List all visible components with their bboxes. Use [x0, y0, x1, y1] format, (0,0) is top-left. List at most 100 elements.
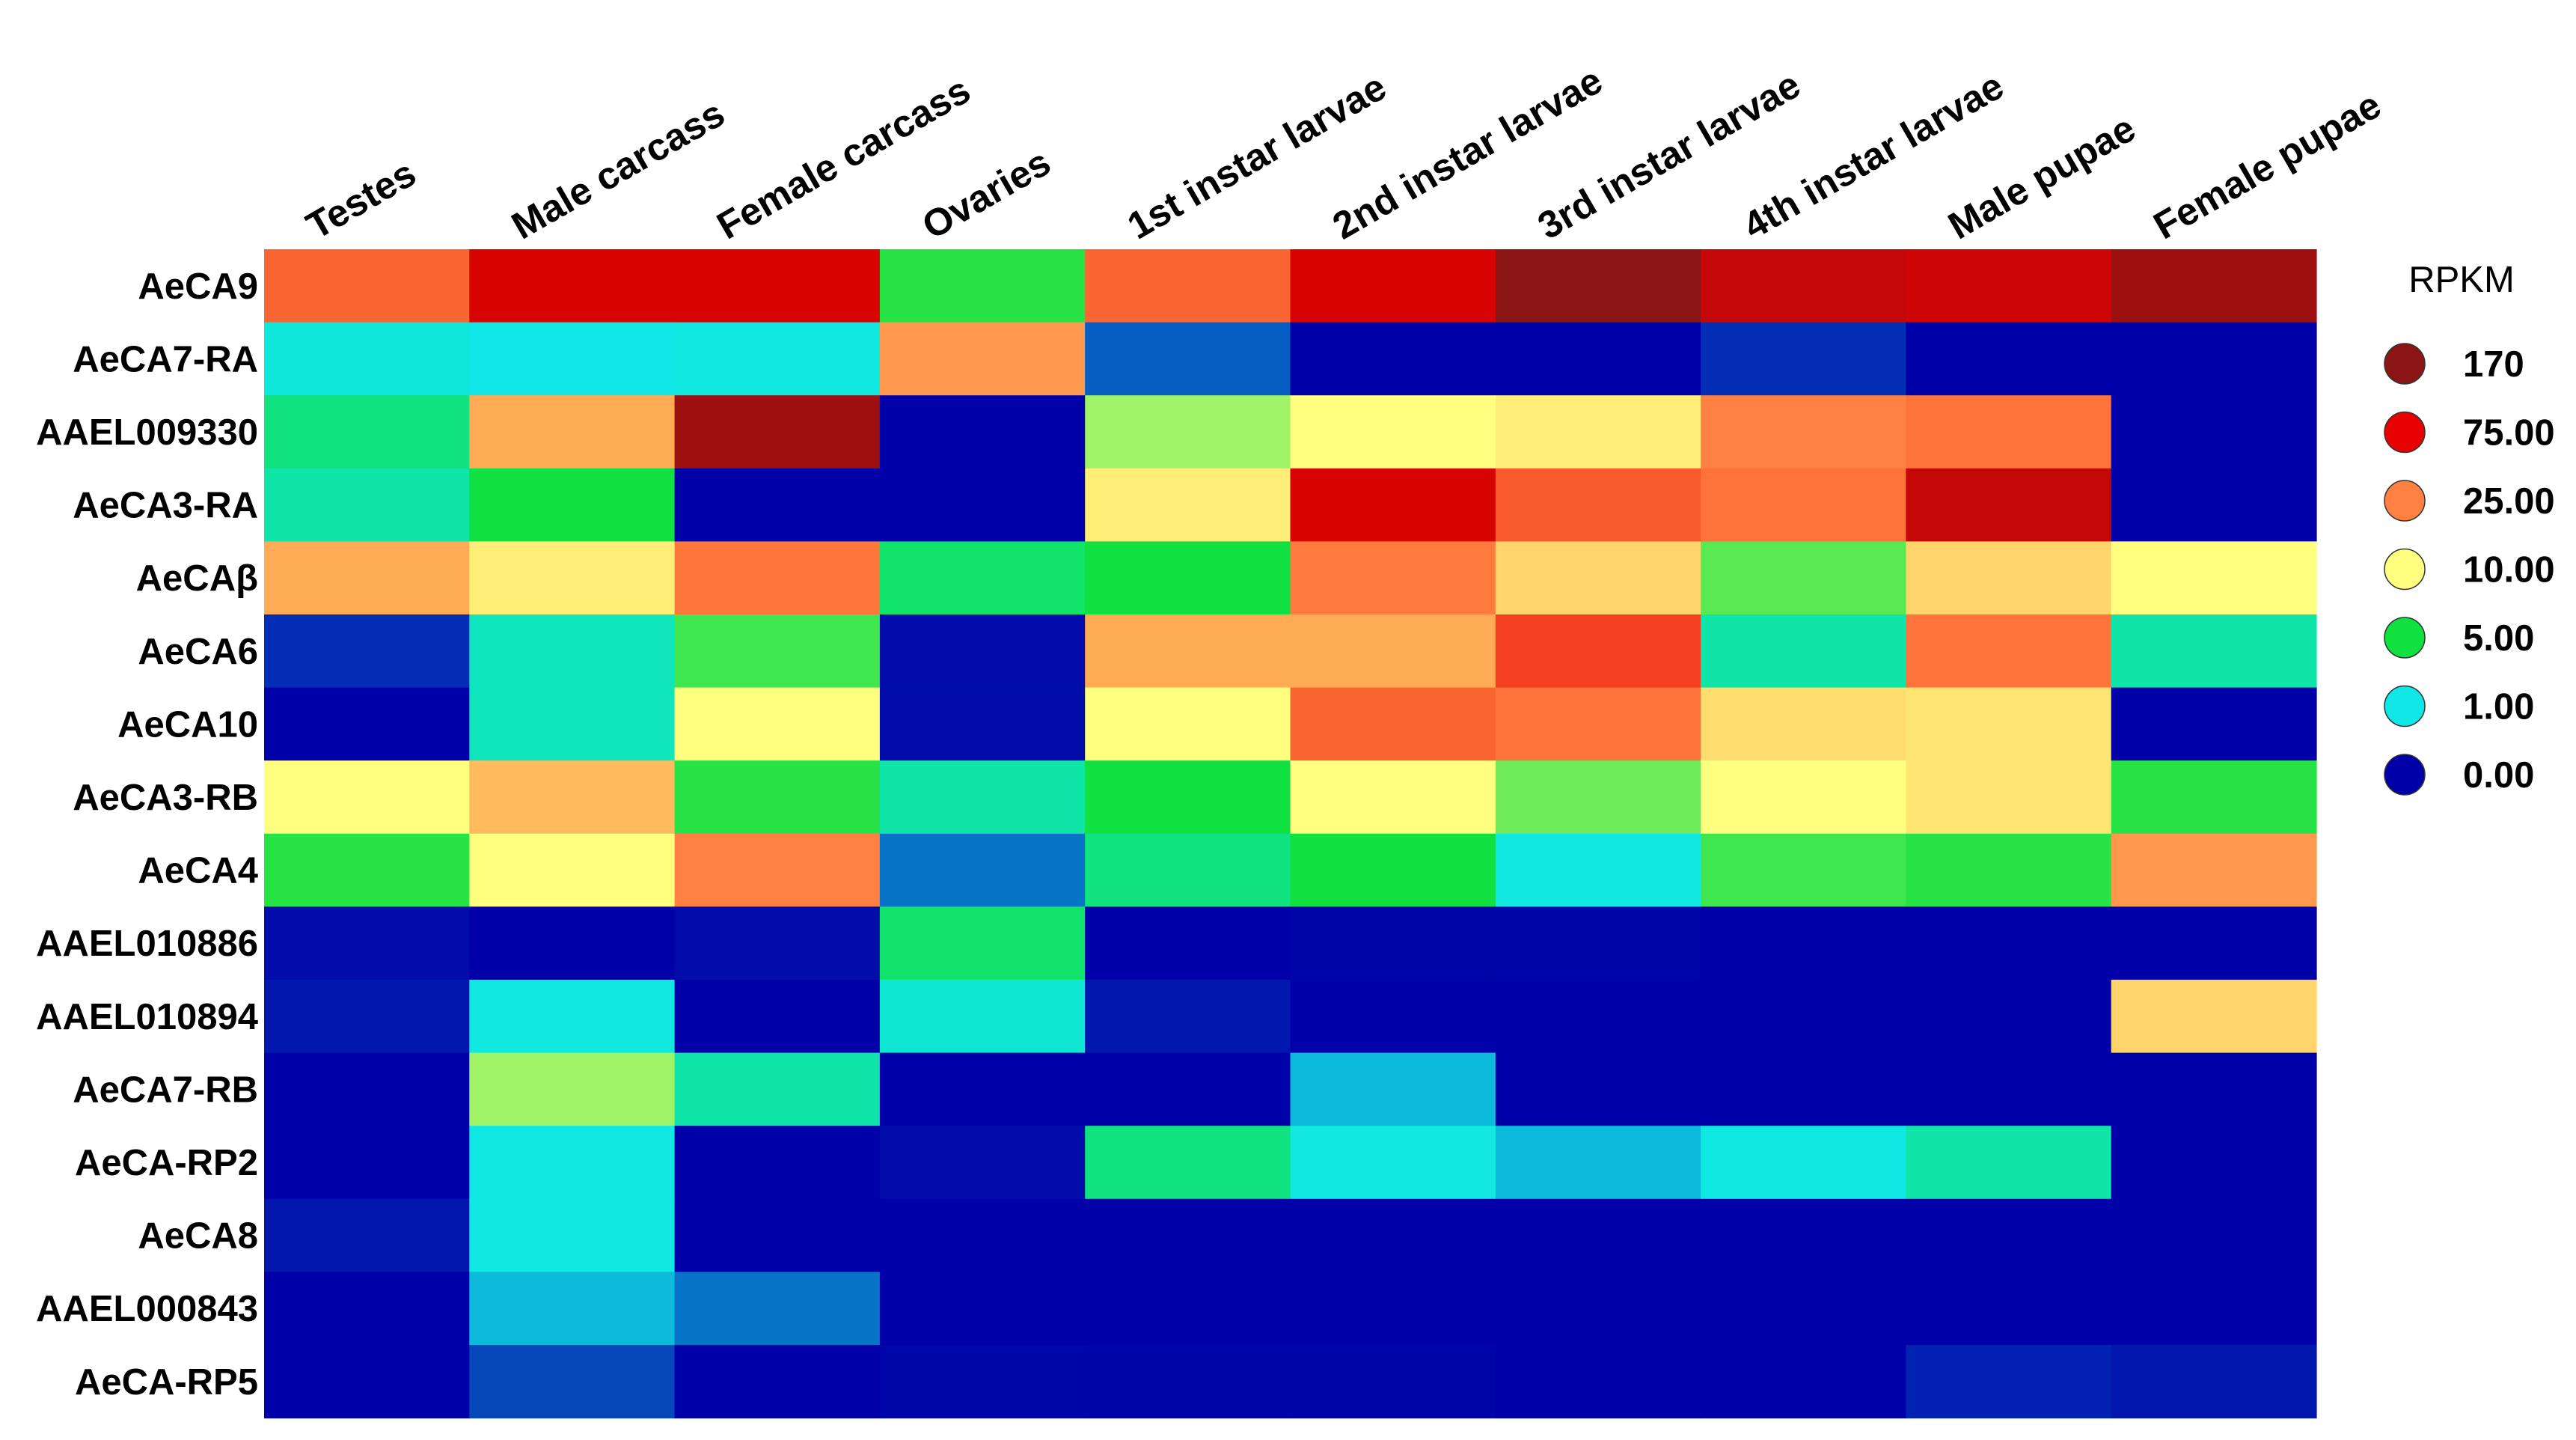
heatmap-cell	[879, 1345, 1086, 1419]
heatmap-cell	[1085, 760, 1291, 835]
heatmap-cell	[1701, 1272, 1906, 1346]
heatmap-cell	[1085, 1198, 1291, 1272]
heatmap-cell	[1495, 249, 1701, 323]
heatmap-cell	[1290, 833, 1496, 907]
heatmap-cell	[674, 980, 881, 1054]
heatmap-cell	[2111, 468, 2317, 542]
heatmap-cell	[2111, 614, 2317, 689]
legend-swatch	[2384, 685, 2426, 727]
row-label: AeCA3-RB	[73, 778, 258, 818]
row-label: AeCA6	[138, 632, 258, 672]
heatmap-cell	[1906, 1052, 2112, 1126]
heatmap-cell	[1701, 614, 1906, 689]
heatmap-cell	[469, 687, 676, 761]
row-label: AeCAβ	[136, 558, 258, 599]
heatmap-cell	[674, 249, 881, 323]
heatmap-cell	[1495, 760, 1701, 835]
heatmap-cell	[2111, 1272, 2317, 1346]
legend-label: 1.00	[2463, 687, 2534, 727]
heatmap-cell	[879, 906, 1086, 980]
heatmap-cell	[1906, 395, 2112, 469]
heatmap-cell	[674, 1272, 881, 1346]
heatmap-cell	[1906, 614, 2112, 689]
row-label: AeCA3-RA	[73, 486, 258, 526]
heatmap-cell	[264, 395, 470, 469]
heatmap-cell	[1906, 1126, 2112, 1200]
heatmap-cell	[1290, 614, 1496, 689]
row-label: AeCA9	[138, 266, 258, 307]
heatmap-cell	[1085, 249, 1291, 323]
heatmap-cell	[879, 687, 1086, 761]
heatmap-cell	[469, 1198, 676, 1272]
heatmap-cell	[674, 760, 881, 835]
row-label: AeCA-RP2	[75, 1143, 258, 1183]
heatmap-cell	[2111, 322, 2317, 396]
heatmap-cell	[2111, 249, 2317, 323]
heatmap-cell	[1495, 833, 1701, 907]
row-label: AAEL010894	[36, 997, 258, 1037]
heatmap-cell	[674, 614, 881, 689]
heatmap-cell	[1906, 541, 2112, 615]
heatmap-cell	[2111, 541, 2317, 615]
row-label: AeCA7-RA	[73, 339, 258, 379]
heatmap-cell	[469, 395, 676, 469]
heatmap-cell	[879, 614, 1086, 689]
heatmap-cell	[1701, 687, 1906, 761]
column-label: Testes	[299, 151, 423, 247]
heatmap-cell	[1495, 1345, 1701, 1419]
heatmap-cell	[469, 614, 676, 689]
heatmap-cell	[674, 468, 881, 542]
heatmap-cell	[469, 1126, 676, 1200]
heatmap-cell	[1085, 1345, 1291, 1419]
heatmap-cell	[1290, 906, 1496, 980]
heatmap-cell	[879, 980, 1086, 1054]
heatmap-cell	[1495, 1052, 1701, 1126]
heatmap-cell	[1495, 906, 1701, 980]
column-label: Male carcass	[504, 91, 732, 247]
heatmap-cell	[1906, 980, 2112, 1054]
heatmap-cell	[879, 760, 1086, 835]
heatmap-cell	[1701, 980, 1906, 1054]
legend-swatch	[2384, 411, 2426, 454]
row-label: AeCA4	[138, 851, 258, 891]
heatmap-cell	[1495, 687, 1701, 761]
legend: RPKM 170 75.00 25.00 10.00 5.00 1.00 0.00	[2384, 260, 2555, 796]
row-label: AeCA-RP5	[75, 1362, 258, 1403]
heatmap-cell	[1290, 1052, 1496, 1126]
heatmap-cell	[264, 1126, 470, 1200]
heatmap-cell	[1906, 249, 2112, 323]
heatmap-cell	[1290, 249, 1496, 323]
row-label: AeCA10	[117, 704, 258, 745]
heatmap-cell	[1701, 1198, 1906, 1272]
legend-label: 170	[2463, 344, 2524, 385]
heatmap-cell	[1495, 1198, 1701, 1272]
heatmap-cell	[1085, 541, 1291, 615]
heatmap-cell	[1290, 541, 1496, 615]
heatmap-cell	[1495, 1272, 1701, 1346]
legend-title: RPKM	[2408, 260, 2515, 300]
heatmap-cell	[674, 1126, 881, 1200]
heatmap-cell	[1906, 833, 2112, 907]
heatmap-cell	[1495, 468, 1701, 542]
legend-swatch	[2384, 617, 2426, 659]
heatmap-cell	[879, 833, 1086, 907]
heatmap-cell	[879, 395, 1086, 469]
legend-label: 10.00	[2463, 550, 2555, 591]
heatmap-cell	[469, 1272, 676, 1346]
heatmap-cell	[2111, 906, 2317, 980]
heatmap-cell	[264, 468, 470, 542]
heatmap-cell	[879, 322, 1086, 396]
heatmap-cell	[1906, 1198, 2112, 1272]
heatmap-cell	[1495, 614, 1701, 689]
column-label: Female pupae	[2147, 83, 2388, 247]
heatmap-cell	[1085, 906, 1291, 980]
heatmap-cell	[1906, 760, 2112, 835]
heatmap-cell	[1701, 1345, 1906, 1419]
column-label: Male pupae	[1941, 106, 2142, 247]
heatmap-cell	[1495, 980, 1701, 1054]
heatmap-cell	[2111, 1052, 2317, 1126]
heatmap-cell	[674, 1052, 881, 1126]
heatmap-cell	[1085, 1126, 1291, 1200]
legend-label: 75.00	[2463, 413, 2555, 454]
